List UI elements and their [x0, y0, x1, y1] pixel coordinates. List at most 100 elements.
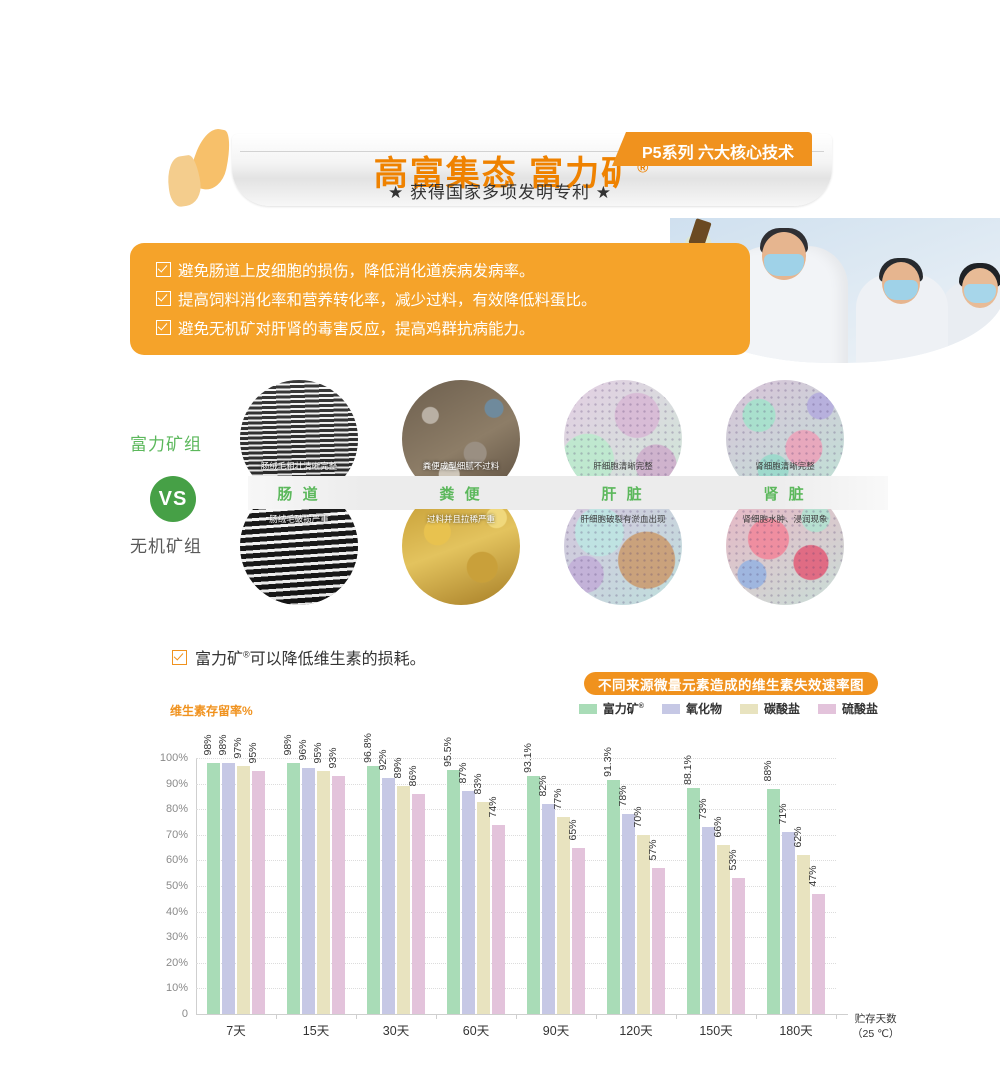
column-title-kidney: 肾 脏	[763, 486, 807, 503]
bar[interactable]: 95%	[312, 742, 330, 1014]
bar[interactable]: 82%	[537, 758, 555, 1014]
bar[interactable]: 88.1%	[682, 756, 700, 1014]
bar-fill	[252, 770, 265, 1014]
bar-value-label: 92%	[376, 749, 389, 771]
x-tick-mark	[676, 1014, 677, 1019]
bar[interactable]: 96.8%	[362, 733, 380, 1014]
bar-fill	[572, 847, 585, 1014]
bar[interactable]: 98%	[202, 735, 220, 1014]
x-tick-mark	[356, 1014, 357, 1019]
bar[interactable]: 73%	[697, 758, 715, 1014]
bar-value-label: 95.5%	[441, 736, 454, 767]
y-tick-label: 70%	[165, 828, 188, 841]
registered-mark: ®	[637, 159, 651, 177]
bar-fill	[287, 763, 300, 1014]
benefit-item-1: 避免肠道上皮细胞的损伤，降低消化道疾病发病率。	[156, 257, 750, 286]
vitamin-claim: 富力矿®可以降低维生素的损耗。	[172, 645, 426, 669]
bar[interactable]: 53%	[727, 758, 745, 1014]
bar[interactable]: 71%	[777, 758, 795, 1014]
bar-value-label: 98%	[201, 734, 214, 756]
legend-swatch	[661, 703, 680, 714]
bar-value-label: 57%	[646, 839, 659, 861]
bar[interactable]: 77%	[552, 758, 570, 1014]
bar-fill	[447, 769, 460, 1014]
x-axis-note-line2: （25 ℃）	[852, 1028, 900, 1040]
bar-value-label: 97%	[231, 737, 244, 759]
comparison-image-dung-bottom: 过料并且拉稀严重	[402, 509, 520, 605]
bar[interactable]: 88%	[762, 758, 780, 1014]
bar-fill	[527, 775, 540, 1014]
bar-fill	[782, 832, 795, 1014]
image-caption: 肾细胞水肿、浸润现象	[742, 514, 828, 524]
comparison-image-intestine-bottom: 肠绒毛破损严重	[240, 509, 358, 605]
legend-label: 氧化物	[685, 702, 722, 716]
bar-group: 88.1% 73% 66% 53%	[682, 756, 745, 1014]
bar-value-label: 65%	[566, 819, 579, 841]
benefit-item-3: 避免无机矿对肝肾的毒害反应，提高鸡群抗病能力。	[156, 315, 750, 344]
bar-fill	[382, 778, 395, 1014]
image-caption: 肝细胞破裂有淤血出现	[580, 514, 666, 524]
bar-fill	[412, 793, 425, 1014]
bar-fill	[477, 801, 490, 1014]
bar[interactable]: 93%	[327, 747, 345, 1014]
bar[interactable]: 98%	[217, 735, 235, 1014]
y-tick-label: 100%	[159, 752, 188, 764]
bar-fill	[797, 855, 810, 1014]
bar[interactable]: 83%	[472, 758, 490, 1014]
bar-value-label: 78%	[616, 785, 629, 807]
bar-value-label: 73%	[696, 798, 709, 820]
bar[interactable]: 70%	[632, 758, 650, 1014]
bar[interactable]: 87%	[457, 758, 475, 1014]
gridline	[196, 834, 836, 836]
bar[interactable]: 89%	[392, 758, 410, 1014]
bar-fill	[492, 824, 505, 1014]
image-caption: 肾细胞清晰完整	[755, 461, 815, 471]
legend-label: 硫酸盐	[841, 702, 878, 716]
gridline	[196, 911, 836, 913]
bar[interactable]: 91.3%	[602, 747, 620, 1014]
bar[interactable]: 93.1%	[522, 743, 540, 1014]
y-tick-label: 90%	[165, 777, 188, 790]
comparison-image-kidney-bottom: 肾细胞水肿、浸润现象	[726, 509, 844, 605]
bar-group: 98% 96% 95% 93%	[282, 735, 345, 1014]
benefit-item-2: 提高饲料消化率和营养转化率，减少过料，有效降低料蛋比。	[156, 286, 750, 315]
bar[interactable]: 92%	[377, 750, 395, 1014]
bar[interactable]: 62%	[792, 758, 810, 1014]
y-tick-label: 20%	[165, 956, 188, 969]
bar-fill	[607, 780, 620, 1014]
bar-value-label: 86%	[406, 765, 419, 787]
bar[interactable]: 86%	[407, 758, 425, 1014]
page-title: 高富集态 富力矿®	[232, 146, 792, 195]
check-icon	[156, 262, 171, 277]
bar[interactable]: 66%	[712, 758, 730, 1014]
comparison-section: 富力矿组 VS 无机矿组 肠绒毛粗壮清晰完整 肠 道 肠绒毛破损严重 粪便成型细…	[130, 380, 890, 605]
y-tick-label: 80%	[165, 803, 188, 816]
bar[interactable]: 97%	[232, 737, 250, 1014]
y-tick-label: 50%	[165, 880, 188, 892]
bar-fill	[702, 827, 715, 1014]
x-tick-label: 180天	[779, 1024, 813, 1038]
bar[interactable]: 98%	[282, 735, 300, 1014]
bar-fill	[732, 878, 745, 1014]
bar[interactable]: 57%	[647, 758, 665, 1014]
image-caption: 肠绒毛粗壮清晰完整	[260, 461, 338, 471]
bar-fill	[557, 816, 570, 1014]
bar-fill	[542, 804, 555, 1014]
bar[interactable]: 78%	[617, 758, 635, 1014]
x-tick-mark	[276, 1014, 277, 1019]
bar[interactable]: 65%	[567, 758, 585, 1014]
y-tick-label: 30%	[165, 931, 188, 944]
check-icon	[156, 291, 171, 306]
bar[interactable]: 74%	[487, 758, 505, 1014]
legend-swatch	[817, 703, 836, 714]
bar-value-label: 82%	[536, 775, 549, 797]
bar[interactable]: 95.5%	[442, 737, 460, 1014]
lab-photo	[670, 218, 1000, 363]
bar[interactable]: 47%	[807, 758, 825, 1014]
x-tick-label: 7天	[226, 1024, 246, 1038]
bar[interactable]: 95%	[247, 742, 265, 1014]
bar-value-label: 53%	[726, 849, 739, 871]
check-icon	[156, 320, 171, 335]
bar[interactable]: 96%	[297, 740, 315, 1014]
patent-line: ★ 获得国家多项发明专利 ★	[388, 183, 612, 202]
